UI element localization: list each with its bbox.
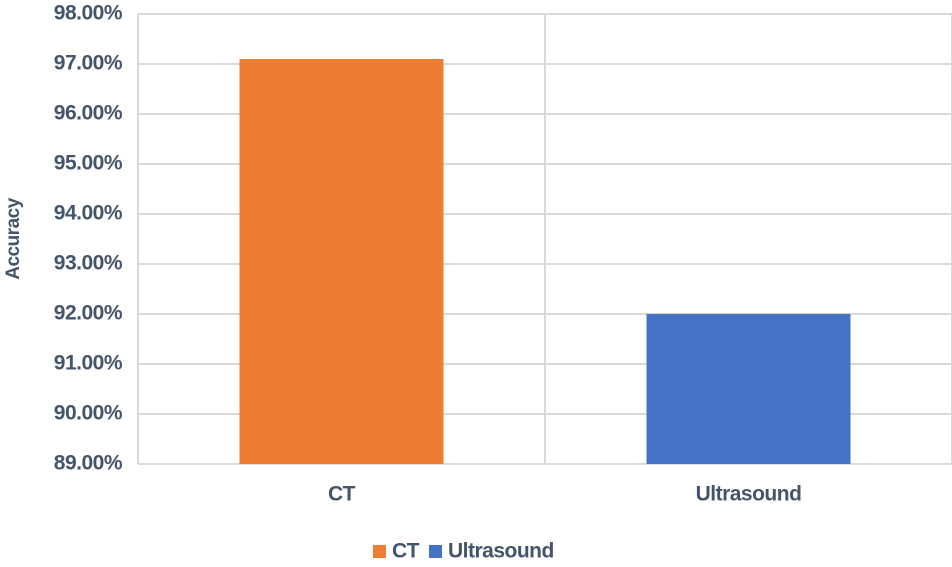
legend-label: Ultrasound (448, 540, 554, 563)
y-axis-label: Accuracy (3, 197, 24, 279)
legend-swatch (373, 545, 386, 558)
legend-swatch (429, 545, 442, 558)
y-tick-label: 96.00% (54, 102, 123, 125)
legend-label: CT (392, 540, 420, 563)
x-tick-label: CT (328, 483, 356, 506)
bar (646, 314, 851, 464)
y-tick-label: 89.00% (54, 452, 123, 475)
y-tick-label: 92.00% (54, 302, 123, 325)
y-tick-label: 93.00% (54, 252, 123, 275)
y-tick-label: 90.00% (54, 402, 123, 425)
y-tick-label: 94.00% (54, 202, 123, 225)
x-tick-label: Ultrasound (696, 483, 802, 506)
y-tick-label: 91.00% (54, 352, 123, 375)
y-tick-label: 98.00% (54, 2, 123, 25)
y-tick-label: 97.00% (54, 52, 123, 75)
y-tick-label: 95.00% (54, 152, 123, 175)
bar (239, 59, 444, 464)
